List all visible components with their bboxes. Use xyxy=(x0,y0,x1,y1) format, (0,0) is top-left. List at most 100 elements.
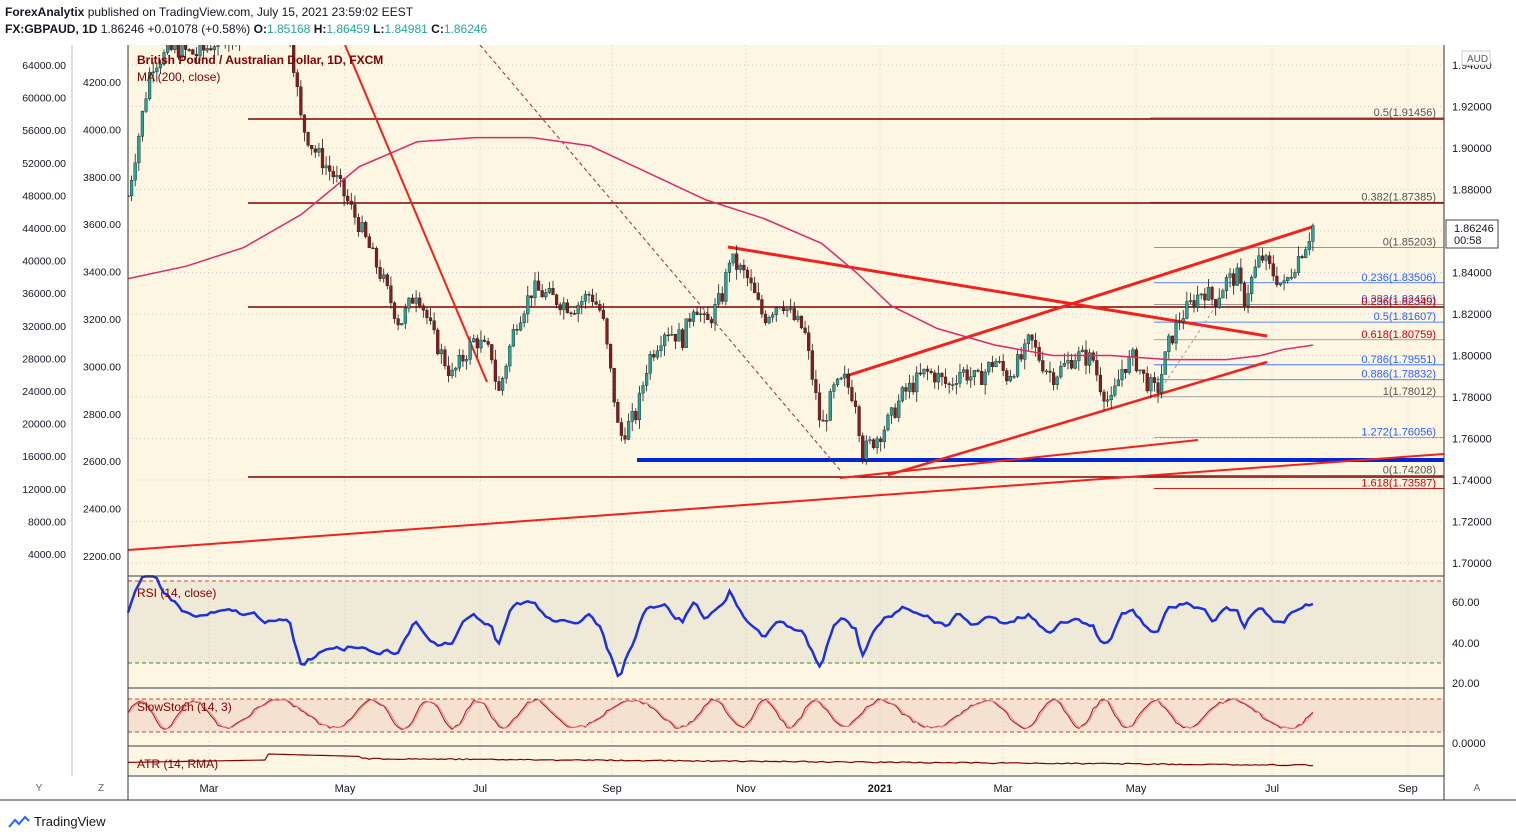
price-tick: 1.72000 xyxy=(1452,517,1492,529)
candle-body xyxy=(1289,277,1293,279)
candle-body xyxy=(407,297,411,309)
candle-body xyxy=(936,373,940,383)
candle-body xyxy=(1311,225,1315,242)
left-tick-2: 2600.00 xyxy=(83,456,121,468)
atr-line[interactable] xyxy=(127,753,1313,767)
candle-body xyxy=(648,354,652,374)
minor-support-line[interactable] xyxy=(839,439,1199,479)
candle-body xyxy=(857,406,861,437)
candle-body xyxy=(835,378,840,385)
time-tick: Jul xyxy=(1265,783,1279,795)
ma-legend[interactable]: MA (200, close) xyxy=(137,70,220,84)
candle-body xyxy=(242,29,245,31)
scale-z-button[interactable]: Z xyxy=(97,783,105,794)
candle-body xyxy=(140,111,145,137)
candle-body xyxy=(1051,372,1056,385)
candle-body xyxy=(173,45,177,50)
fib-anchor-line[interactable] xyxy=(1154,299,1221,399)
ma200-line[interactable] xyxy=(128,136,1314,361)
price-change: +0.01078 (+0.58%) xyxy=(147,22,251,36)
rsi-line[interactable] xyxy=(126,575,1314,678)
candle-body xyxy=(274,29,277,30)
scale-y-button[interactable]: Y xyxy=(35,783,43,794)
candle-body xyxy=(202,45,206,51)
candle-body xyxy=(655,350,660,358)
price-tick: 1.90000 xyxy=(1452,143,1492,155)
candle-body xyxy=(1041,360,1045,372)
rsi-legend[interactable]: RSI (14, close) xyxy=(137,586,216,600)
candle-body xyxy=(389,285,393,304)
candle-body xyxy=(1235,267,1239,286)
candle-body xyxy=(522,313,526,324)
candle-body xyxy=(267,21,270,34)
candle-body xyxy=(828,391,832,421)
close-label: C: xyxy=(431,22,444,36)
candle-body xyxy=(879,438,883,442)
candle-body xyxy=(1206,287,1211,301)
candle-body xyxy=(789,308,793,310)
left-tick: 36000.00 xyxy=(22,288,66,300)
candle-body xyxy=(1156,382,1160,393)
chart-area[interactable]: 1.70000 1.72000 1.74000 1.76000 1.78000 1.800… xyxy=(0,0,1516,808)
candle-body xyxy=(1030,334,1034,341)
candle-body xyxy=(500,378,505,391)
symbol-label[interactable]: FX:GBPAUD, 1D xyxy=(5,22,98,36)
candle-body xyxy=(1138,369,1142,372)
candle-body xyxy=(1275,275,1279,286)
candle-body xyxy=(1221,290,1225,299)
candle-body xyxy=(1286,277,1290,281)
fib-label: 0.618(1.95928) xyxy=(1361,14,1436,26)
stoch-legend[interactable]: SlowStoch (14, 3) xyxy=(137,700,232,714)
price-tick: 1.80000 xyxy=(1452,351,1492,363)
time-tick: Mar xyxy=(994,783,1013,795)
time-tick: 2021 xyxy=(868,783,892,795)
candle-body xyxy=(403,308,407,324)
candle-body xyxy=(418,297,422,306)
candle-body xyxy=(331,171,335,178)
descending-trend-line[interactable] xyxy=(727,245,1268,338)
candle-body xyxy=(727,262,732,273)
channel-lower-line[interactable] xyxy=(887,360,1268,477)
candle-body xyxy=(349,200,353,205)
rsi-band xyxy=(128,581,1444,663)
left-tick: 40000.00 xyxy=(22,256,66,268)
candle-body xyxy=(1188,300,1193,302)
candle-body xyxy=(1228,273,1232,278)
candle-body xyxy=(1300,256,1304,258)
long-support-line[interactable] xyxy=(128,453,1444,551)
candle-body xyxy=(281,36,284,39)
candle-body xyxy=(969,376,973,381)
candle-body xyxy=(767,317,771,324)
fib-label: 0.618(1.80759) xyxy=(1361,329,1436,341)
candle-body xyxy=(864,440,868,460)
candle-body xyxy=(900,387,904,402)
candle-body xyxy=(1253,266,1257,278)
candle-body xyxy=(1214,299,1218,308)
currency-label: AUD xyxy=(1467,54,1488,65)
candle-body xyxy=(997,361,1002,363)
grid xyxy=(128,45,1444,775)
atr-legend[interactable]: ATR (14, RMA) xyxy=(137,757,218,771)
candle-body xyxy=(645,372,649,386)
candle-body xyxy=(220,31,223,33)
candle-body xyxy=(933,372,937,383)
candle-body xyxy=(1239,267,1243,284)
candle-body xyxy=(871,439,876,448)
candle-body xyxy=(227,45,231,46)
candle-body xyxy=(1293,272,1297,278)
stoch-d-line[interactable] xyxy=(127,698,1314,730)
dashed-trend-line[interactable] xyxy=(479,45,841,471)
price-tick: 1.74000 xyxy=(1452,475,1492,487)
channel-upper-line[interactable] xyxy=(842,225,1313,379)
candle-body xyxy=(951,384,955,386)
downtrend-line[interactable] xyxy=(344,45,488,383)
footer xyxy=(0,808,1516,840)
tradingview-logo[interactable]: TradingView xyxy=(8,814,106,829)
scale-a-button[interactable]: A xyxy=(1473,783,1481,794)
publisher-name[interactable]: ForexAnalytix xyxy=(5,5,85,19)
candle-body xyxy=(587,294,591,296)
candle-body xyxy=(191,49,195,55)
candle-body xyxy=(425,309,429,318)
candle-body xyxy=(1174,322,1178,344)
candle-body xyxy=(659,345,663,351)
